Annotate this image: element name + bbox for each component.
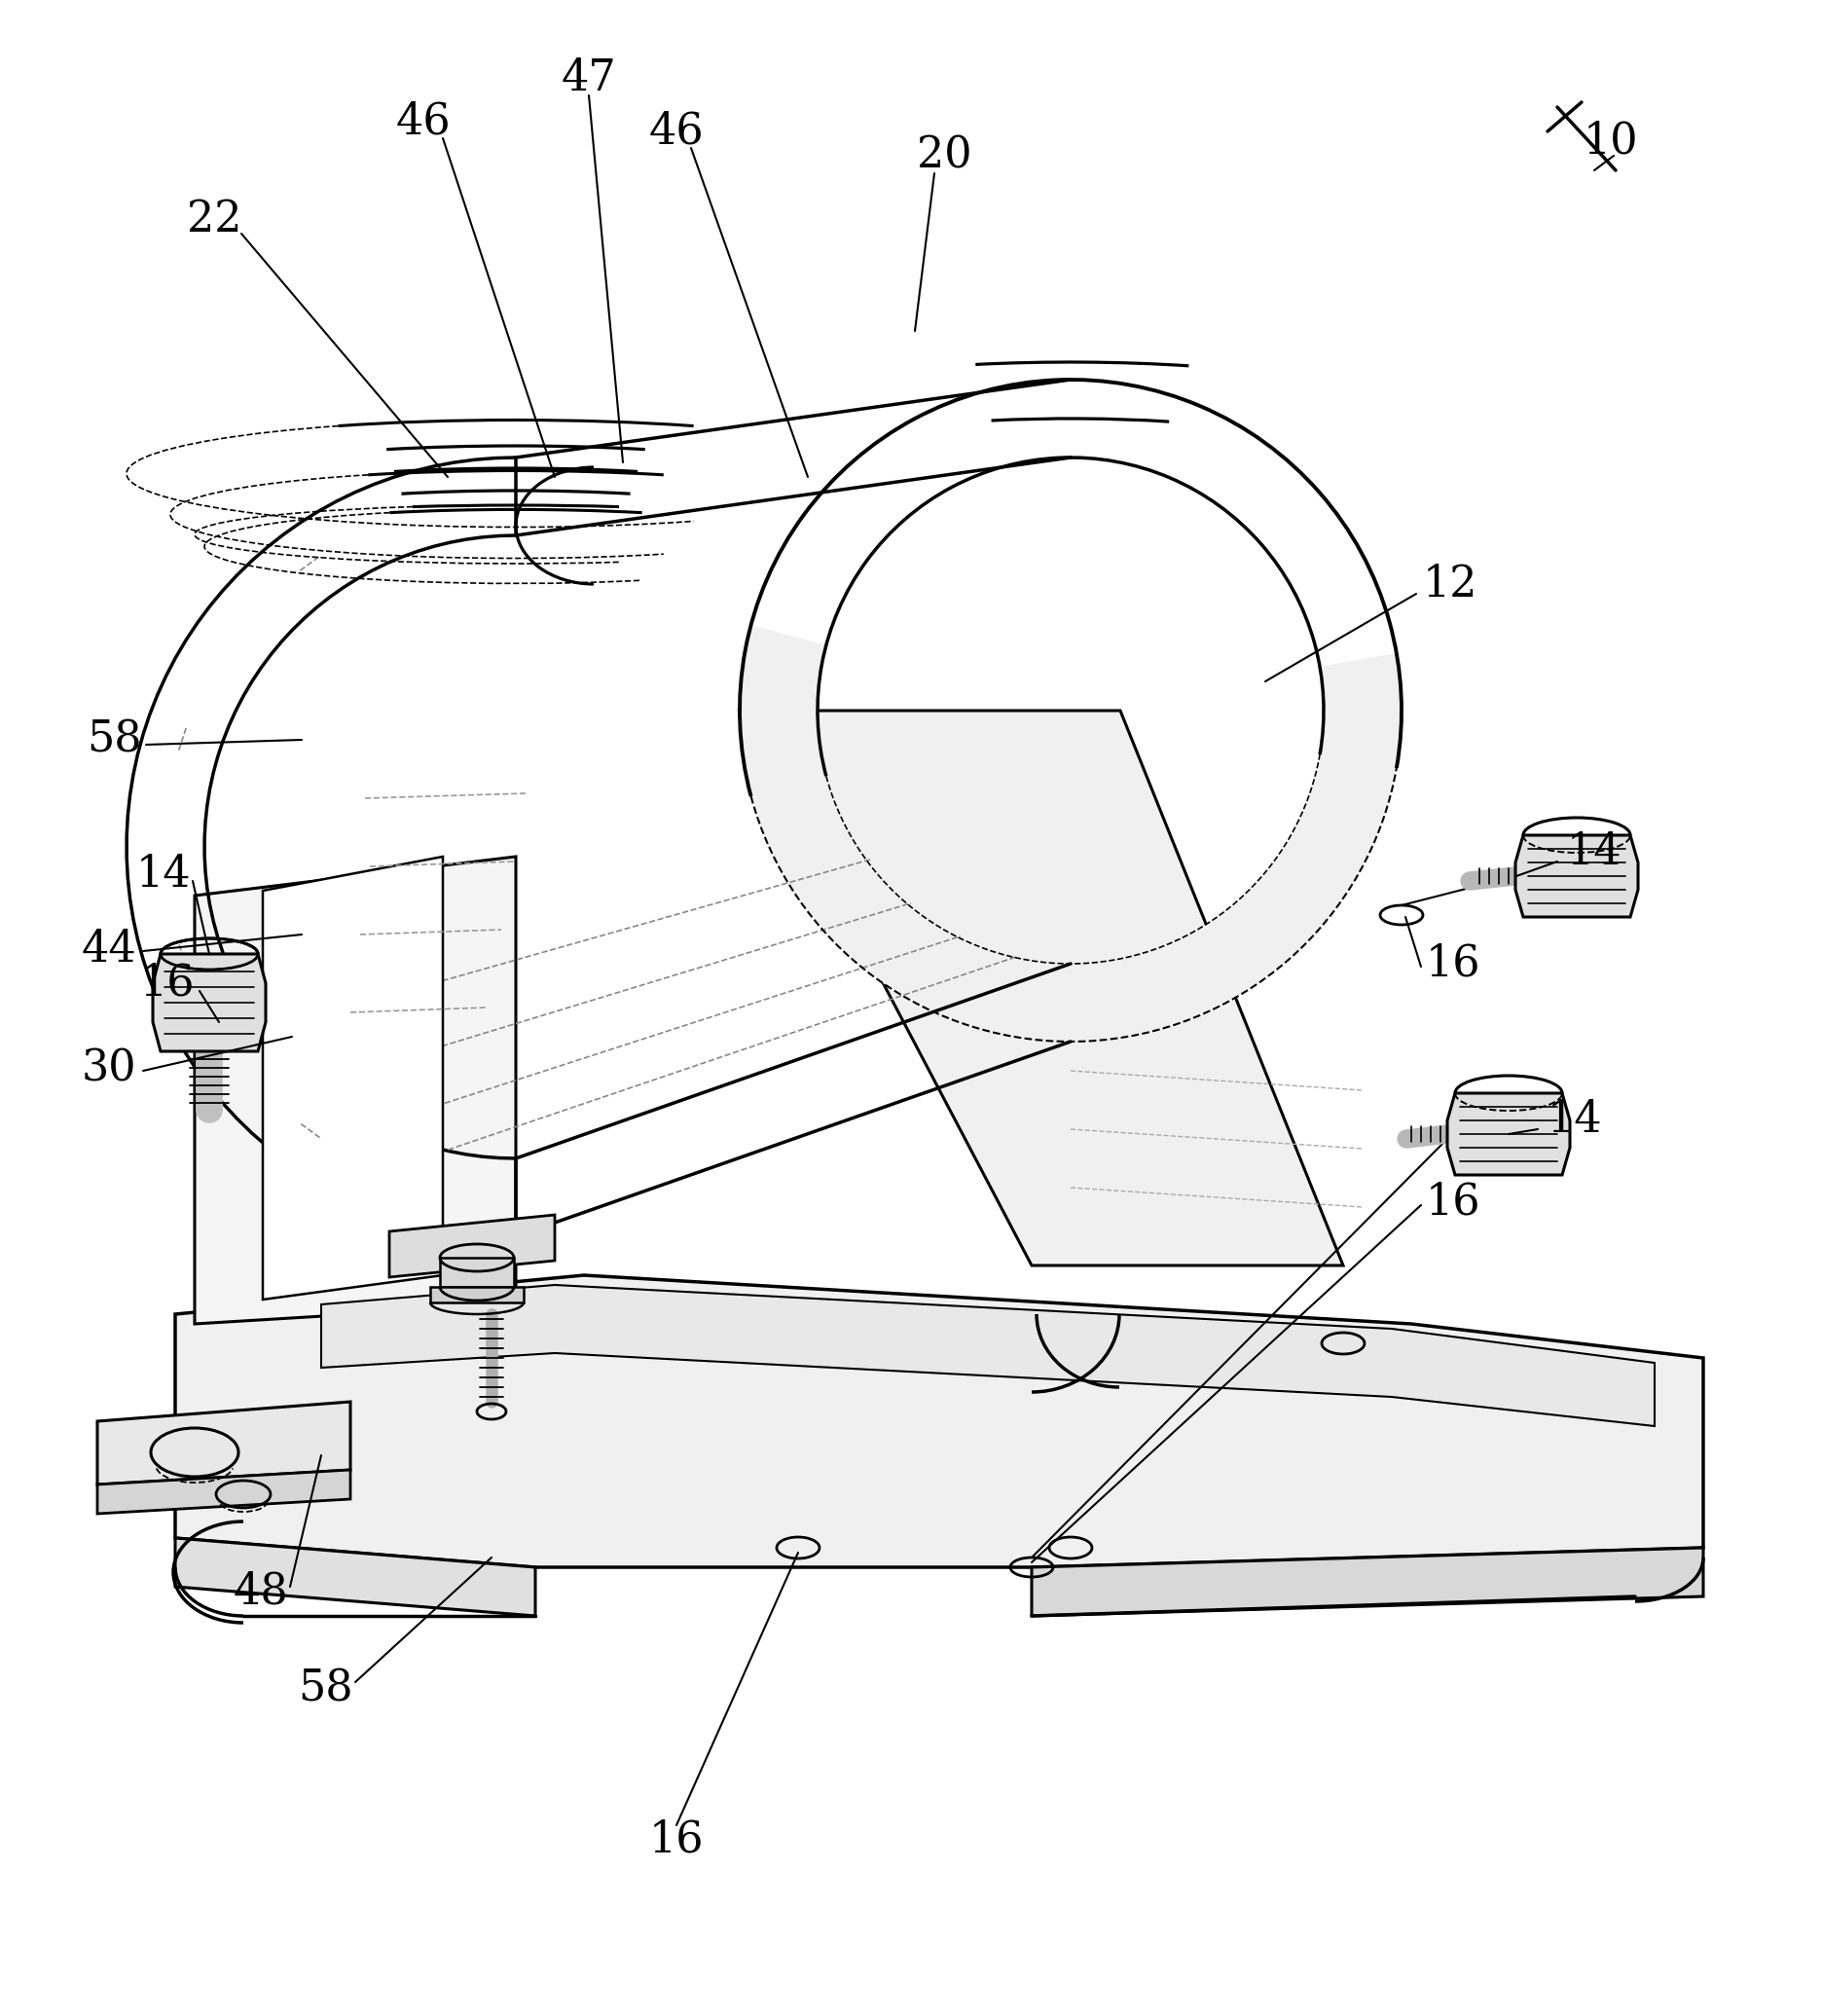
- Polygon shape: [97, 1470, 350, 1514]
- Polygon shape: [97, 1401, 350, 1484]
- Text: 14: 14: [1547, 1099, 1602, 1141]
- Polygon shape: [195, 857, 516, 1325]
- Polygon shape: [175, 1276, 1704, 1566]
- Polygon shape: [153, 954, 266, 1050]
- Text: 47: 47: [561, 56, 616, 99]
- Polygon shape: [740, 710, 1343, 1266]
- Text: 16: 16: [649, 1818, 703, 1861]
- Polygon shape: [439, 1258, 514, 1286]
- Polygon shape: [390, 1216, 554, 1278]
- Text: 48: 48: [233, 1570, 288, 1613]
- Text: 14: 14: [1567, 831, 1622, 873]
- Polygon shape: [1447, 1093, 1571, 1175]
- Text: 10: 10: [1583, 121, 1638, 161]
- Text: 16: 16: [140, 962, 195, 1004]
- Text: 46: 46: [649, 111, 703, 153]
- Text: 58: 58: [299, 1667, 353, 1710]
- Text: 12: 12: [1423, 562, 1478, 605]
- Polygon shape: [128, 458, 516, 1236]
- Text: 14: 14: [137, 853, 191, 895]
- Polygon shape: [740, 379, 1401, 1042]
- Polygon shape: [262, 857, 443, 1300]
- Polygon shape: [1516, 835, 1638, 917]
- Polygon shape: [430, 1286, 523, 1302]
- Text: 16: 16: [1425, 1181, 1481, 1224]
- Text: 16: 16: [1425, 943, 1481, 984]
- Polygon shape: [1031, 1548, 1704, 1617]
- Polygon shape: [321, 1284, 1654, 1425]
- Text: 46: 46: [395, 101, 450, 143]
- Text: 30: 30: [82, 1048, 137, 1091]
- Text: 22: 22: [186, 198, 242, 240]
- Polygon shape: [175, 1538, 536, 1617]
- Text: 44: 44: [82, 927, 137, 970]
- Polygon shape: [740, 625, 1401, 1042]
- Text: 58: 58: [87, 720, 142, 760]
- Text: 20: 20: [916, 135, 971, 177]
